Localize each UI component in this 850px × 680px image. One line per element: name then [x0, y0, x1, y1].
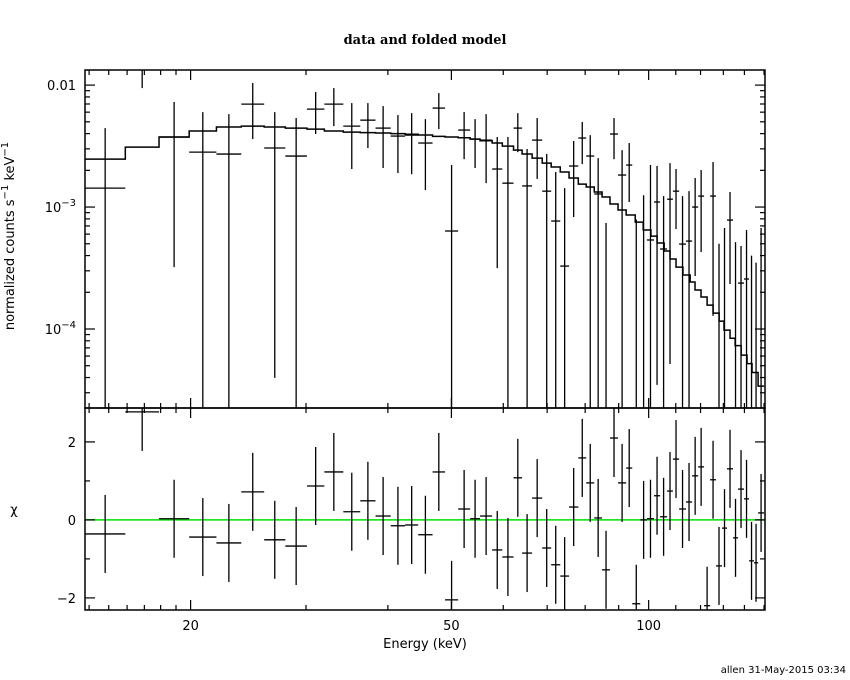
y-tick-label-bottom: 2: [68, 436, 76, 451]
bottom-panel-marks: [85, 408, 765, 610]
panel-frame: [84, 407, 766, 611]
x-tick-label: 20: [182, 619, 199, 634]
x-tick-label: 100: [636, 619, 661, 634]
footer-timestamp: allen 31-May-2015 03:34: [721, 665, 846, 676]
y-axis-label-top: normalized counts s−1 keV−1: [0, 142, 18, 330]
y-tick-label-top: 0.01: [47, 79, 76, 94]
x-axis-label: Energy (keV): [383, 637, 467, 652]
model-step-line: [85, 125, 765, 387]
y-axis-label-bottom: χ: [10, 503, 18, 518]
y-tick-label-bottom: −2: [57, 592, 76, 607]
y-tick-label-top: 10−4: [45, 320, 76, 338]
x-tick-label: 50: [443, 619, 460, 634]
y-tick-label-bottom: 0: [68, 514, 76, 529]
axes: [84, 69, 766, 611]
y-tick-label-top: 10−3: [45, 198, 76, 216]
top-panel-marks: [85, 70, 765, 408]
chart-title: data and folded model: [344, 33, 507, 48]
